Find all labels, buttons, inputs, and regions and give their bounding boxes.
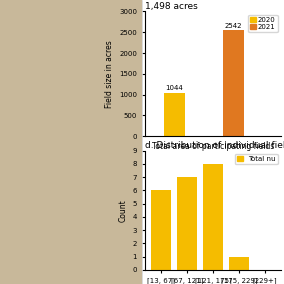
Bar <box>203 164 223 270</box>
Legend: 2020, 2021: 2020, 2021 <box>248 15 278 32</box>
Text: d. Distribution of individual field sizes: d. Distribution of individual field size… <box>145 141 284 150</box>
Text: c. Total area of participating fields inc
1,498 acres: c. Total area of participating fields in… <box>145 0 284 11</box>
Text: 1044: 1044 <box>166 85 183 91</box>
Y-axis label: Field size in acres: Field size in acres <box>105 40 114 108</box>
X-axis label: Total area of participating fields: Total area of participating fields <box>152 142 274 151</box>
Bar <box>177 177 197 270</box>
Bar <box>224 30 244 136</box>
Bar <box>151 190 171 270</box>
Text: 2542: 2542 <box>225 23 243 29</box>
Legend: Total nu: Total nu <box>235 154 278 164</box>
Bar <box>164 93 185 136</box>
Y-axis label: Count: Count <box>118 199 127 222</box>
Bar <box>229 256 249 270</box>
